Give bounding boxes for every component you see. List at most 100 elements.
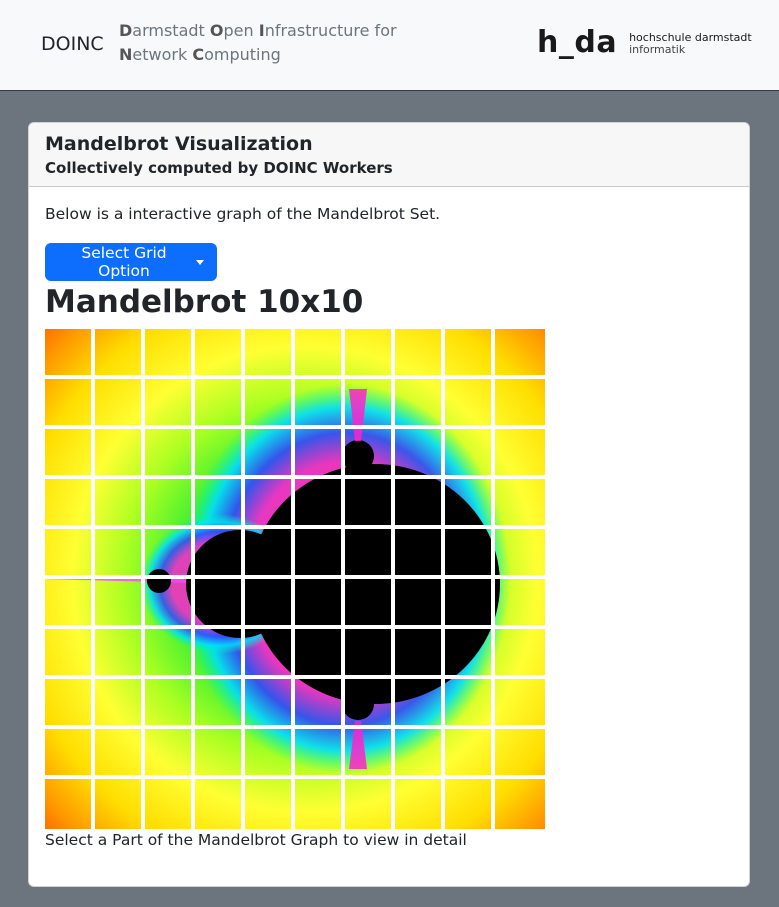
grid-cell[interactable]: [195, 429, 245, 479]
grid-cell[interactable]: [395, 629, 445, 679]
grid-cell[interactable]: [195, 329, 245, 379]
grid-cell[interactable]: [295, 679, 345, 729]
grid-cell[interactable]: [495, 379, 545, 429]
grid-cell[interactable]: [95, 679, 145, 729]
grid-cell[interactable]: [345, 629, 395, 679]
grid-cell[interactable]: [145, 729, 195, 779]
grid-cell[interactable]: [395, 429, 445, 479]
grid-cell[interactable]: [95, 529, 145, 579]
grid-cell[interactable]: [395, 479, 445, 529]
grid-cell[interactable]: [95, 779, 145, 829]
grid-cell[interactable]: [345, 779, 395, 829]
grid-cell[interactable]: [345, 529, 395, 579]
grid-cell[interactable]: [245, 579, 295, 629]
grid-cell[interactable]: [95, 579, 145, 629]
grid-cell[interactable]: [195, 529, 245, 579]
grid-cell[interactable]: [495, 779, 545, 829]
grid-cell[interactable]: [45, 579, 95, 629]
grid-cell[interactable]: [145, 579, 195, 629]
grid-cell[interactable]: [95, 329, 145, 379]
grid-cell[interactable]: [95, 479, 145, 529]
grid-cell[interactable]: [45, 429, 95, 479]
grid-cell[interactable]: [295, 479, 345, 529]
grid-cell[interactable]: [195, 679, 245, 729]
grid-cell[interactable]: [495, 579, 545, 629]
grid-cell[interactable]: [295, 529, 345, 579]
grid-cell[interactable]: [195, 779, 245, 829]
grid-cell[interactable]: [245, 729, 295, 779]
grid-cell[interactable]: [395, 379, 445, 429]
grid-cell[interactable]: [95, 379, 145, 429]
grid-cell[interactable]: [395, 329, 445, 379]
grid-cell[interactable]: [45, 479, 95, 529]
grid-cell[interactable]: [495, 479, 545, 529]
grid-cell[interactable]: [245, 379, 295, 429]
grid-cell[interactable]: [395, 679, 445, 729]
grid-cell[interactable]: [245, 479, 295, 529]
grid-cell[interactable]: [495, 629, 545, 679]
grid-cell[interactable]: [45, 729, 95, 779]
grid-cell[interactable]: [245, 629, 295, 679]
grid-cell[interactable]: [145, 529, 195, 579]
grid-cell[interactable]: [95, 429, 145, 479]
grid-cell[interactable]: [445, 479, 495, 529]
brand-link[interactable]: DOINC: [41, 33, 104, 55]
grid-cell[interactable]: [45, 329, 95, 379]
grid-cell[interactable]: [145, 679, 195, 729]
grid-cell[interactable]: [445, 329, 495, 379]
grid-cell[interactable]: [195, 479, 245, 529]
grid-cell[interactable]: [295, 429, 345, 479]
grid-cell[interactable]: [45, 779, 95, 829]
grid-cell[interactable]: [295, 329, 345, 379]
grid-cell[interactable]: [45, 629, 95, 679]
grid-cell[interactable]: [445, 779, 495, 829]
grid-cell[interactable]: [245, 779, 295, 829]
grid-cell[interactable]: [45, 529, 95, 579]
grid-cell[interactable]: [145, 329, 195, 379]
grid-cell[interactable]: [445, 529, 495, 579]
grid-cell[interactable]: [495, 429, 545, 479]
grid-option-dropdown[interactable]: Select Grid Option: [45, 243, 217, 281]
grid-cell[interactable]: [445, 429, 495, 479]
grid-cell[interactable]: [145, 379, 195, 429]
grid-cell[interactable]: [45, 679, 95, 729]
hda-logo[interactable]: h_da hochschule darmstadt informatik: [537, 24, 752, 62]
grid-cell[interactable]: [395, 729, 445, 779]
grid-cell[interactable]: [345, 679, 395, 729]
grid-cell[interactable]: [145, 479, 195, 529]
grid-cell[interactable]: [345, 579, 395, 629]
grid-cell[interactable]: [395, 579, 445, 629]
grid-cell[interactable]: [295, 779, 345, 829]
grid-cell[interactable]: [295, 629, 345, 679]
grid-cell[interactable]: [145, 779, 195, 829]
grid-cell[interactable]: [145, 629, 195, 679]
grid-cell[interactable]: [195, 579, 245, 629]
grid-cell[interactable]: [145, 429, 195, 479]
grid-cell[interactable]: [445, 629, 495, 679]
grid-cell[interactable]: [345, 329, 395, 379]
grid-cell[interactable]: [445, 579, 495, 629]
grid-cell[interactable]: [45, 379, 95, 429]
grid-cell[interactable]: [195, 729, 245, 779]
grid-cell[interactable]: [495, 529, 545, 579]
grid-cell[interactable]: [495, 679, 545, 729]
grid-cell[interactable]: [195, 629, 245, 679]
grid-cell[interactable]: [395, 529, 445, 579]
grid-cell[interactable]: [445, 679, 495, 729]
grid-cell[interactable]: [195, 379, 245, 429]
grid-cell[interactable]: [345, 729, 395, 779]
grid-cell[interactable]: [445, 379, 495, 429]
grid-cell[interactable]: [95, 729, 145, 779]
grid-cell[interactable]: [95, 629, 145, 679]
grid-cell[interactable]: [345, 429, 395, 479]
grid-cell[interactable]: [495, 329, 545, 379]
grid-cell[interactable]: [395, 779, 445, 829]
grid-cell[interactable]: [345, 479, 395, 529]
grid-cell[interactable]: [295, 729, 345, 779]
grid-cell[interactable]: [495, 729, 545, 779]
grid-cell[interactable]: [245, 529, 295, 579]
grid-cell[interactable]: [245, 429, 295, 479]
grid-cell[interactable]: [295, 379, 345, 429]
grid-cell[interactable]: [345, 379, 395, 429]
grid-cell[interactable]: [445, 729, 495, 779]
